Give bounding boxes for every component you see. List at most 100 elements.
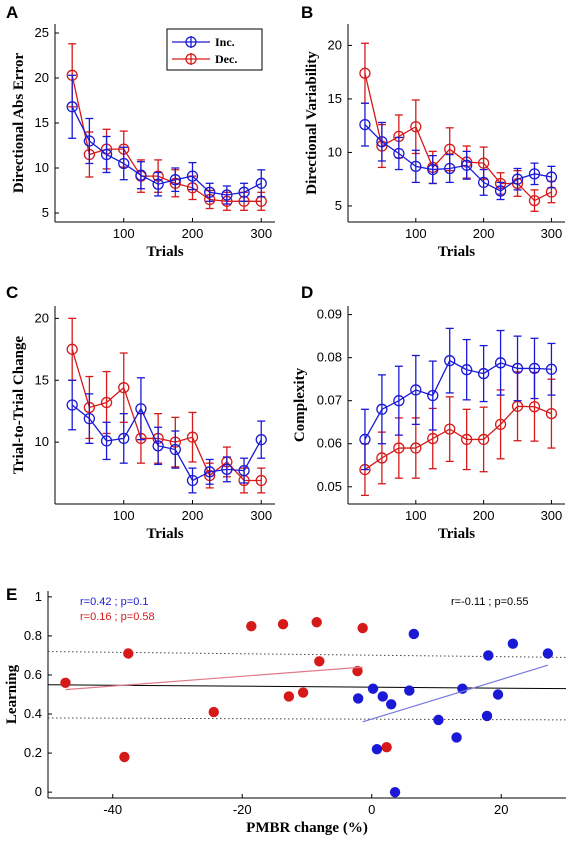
x-tick-label: 200 [473,226,495,241]
legend-inc-label: Inc. [215,35,235,49]
panel-b-series-inc [359,102,558,201]
data-point [427,389,439,402]
data-point [461,433,473,446]
data-point [410,442,422,454]
fit-line-dec [65,666,363,691]
scatter-point [283,691,295,702]
y-tick-label: 5 [335,198,342,213]
scatter-point [542,648,554,659]
data-point [444,423,456,435]
y-tick-label: 20 [35,310,49,325]
x-tick-label: 100 [405,508,427,523]
data-point [410,121,422,133]
data-point [186,170,199,182]
data-point [444,355,456,367]
data-point [66,399,78,411]
data-point [393,147,405,160]
data-point [393,442,405,454]
data-point [100,396,113,409]
x-tick-label: 0 [368,802,375,817]
panel-c-series-inc [66,377,267,494]
y-tick-label: 0.8 [24,628,42,643]
panel-c: C Trial-to-Trial Change Trials [6,283,184,542]
data-point [410,384,422,396]
y-tick-label: 0.09 [317,307,342,322]
legend-dec-marker [185,53,197,65]
y-tick-label: 0.07 [317,393,342,408]
panel-b-series-dec [359,42,558,212]
scatter-point [314,656,325,667]
x-tick-label: 300 [250,226,272,241]
data-point [511,362,524,375]
data-point [255,177,267,189]
data-point [477,367,490,380]
data-point [83,135,96,147]
legend-inc-marker [185,36,197,48]
x-tick-label: 100 [113,226,135,241]
data-point [477,157,490,169]
data-point [494,357,507,369]
data-point [545,363,558,375]
data-point [255,433,267,446]
x-tick-label: 300 [541,508,563,523]
panel-b-xlabel: Trials [438,244,475,260]
data-point [444,162,456,175]
scatter-point [277,618,289,630]
y-tick-label: 0.6 [24,667,42,682]
series-line [364,124,552,192]
data-point [255,474,267,487]
data-point [118,157,130,170]
x-tick-label: -20 [233,802,252,817]
data-point [427,432,439,445]
panel-d-series-inc [359,327,558,471]
panel-d-letter: D [301,283,313,302]
y-tick-label: 10 [35,160,49,175]
data-point [376,452,388,464]
scatter-point [483,650,494,661]
data-point [376,136,388,148]
x-tick-label: 200 [473,508,495,523]
panel-d: D Complexity Trials [292,283,475,542]
panel-d-series-dec [359,371,558,497]
panel-a-xlabel: Trials [146,244,183,260]
scatter-point [123,648,134,659]
x-tick-label: 100 [405,226,427,241]
series-line [71,404,262,482]
panel-a-legend: Inc. Dec. [166,28,263,71]
data-point [494,185,507,197]
data-point [204,466,216,478]
scatter-point [208,706,219,718]
series-line [71,349,262,482]
x-tick-label: 100 [113,508,135,523]
series-line [364,405,552,471]
panel-e-xlabel: PMBR change (%) [246,820,368,836]
x-tick-label: 300 [250,508,272,523]
data-point [169,443,181,456]
x-tick-label: 20 [494,802,508,817]
data-point [66,343,78,355]
y-tick-label: 1 [35,589,42,604]
data-point [152,178,164,190]
scatter-point [481,710,493,722]
panel-c-series-dec [66,317,267,494]
data-point [528,362,541,375]
x-tick-label: 200 [182,226,204,241]
data-point [204,186,216,198]
y-tick-label: 25 [35,25,49,40]
y-tick-label: 20 [328,37,342,52]
panel-e-series-inc [352,628,554,798]
y-tick-label: 5 [42,205,49,220]
data-point [528,168,541,180]
y-tick-label: 0 [35,784,42,799]
scatter-point [371,743,383,755]
scatter-point [352,693,364,704]
y-tick-label: 10 [35,434,49,449]
data-point [477,433,490,446]
data-point [186,431,199,443]
data-point [186,474,199,487]
scatter-point [389,786,401,798]
data-point [494,418,507,431]
data-point [169,174,181,186]
data-point [66,101,78,113]
y-tick-label: 0.08 [317,350,342,365]
